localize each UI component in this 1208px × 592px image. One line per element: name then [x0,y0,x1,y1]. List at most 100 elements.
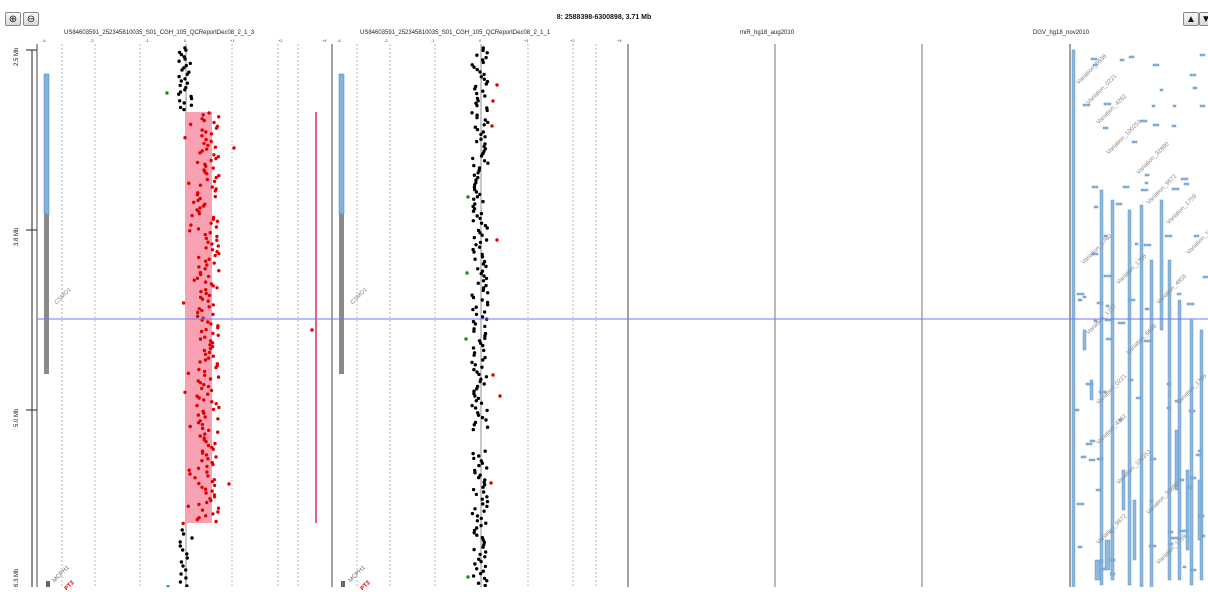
dgv-variation-bar[interactable] [1201,534,1206,538]
dgv-variation-bar[interactable] [1174,429,1179,491]
dgv-variation-bar[interactable] [1134,242,1139,246]
dgv-variation-bar[interactable] [1183,182,1190,186]
dgv-variation-bar[interactable] [1149,259,1154,587]
dgv-variation-bar[interactable] [1105,337,1113,341]
dgv-variation-bar[interactable] [1076,502,1085,506]
dgv-variation-bar[interactable] [1140,188,1149,192]
dgv-variation-bar[interactable] [1178,478,1185,482]
dgv-variation-bar[interactable] [1152,123,1160,127]
dgv-variation-bar[interactable] [1095,488,1102,492]
dgv-variation-bar[interactable] [1092,63,1098,67]
zoom-out-button[interactable]: ⊖ [23,12,39,26]
dgv-variation-bar[interactable] [1109,530,1114,534]
dgv-variation-bar[interactable] [1098,390,1107,394]
dgv-variation-bar[interactable] [1176,292,1182,296]
dgv-variation-bar[interactable] [1118,418,1123,422]
dgv-variation-bar[interactable] [1164,234,1173,238]
dgv-variation-bar[interactable] [1127,298,1136,302]
dgv-variation-bar[interactable] [1117,321,1126,325]
dgv-variation-bar[interactable] [1167,259,1172,581]
dgv-variation-bar[interactable] [1197,479,1202,541]
dgv-variation-bar[interactable] [1122,185,1130,189]
dgv-variation-bar[interactable] [1174,399,1182,403]
dgv-variation-bar[interactable] [1093,319,1098,323]
dgv-variation-bar[interactable] [1076,292,1085,296]
dgv-variation-bar[interactable] [1128,55,1135,59]
zoom-in-button[interactable]: ⊕ [5,12,21,26]
dgv-variation-bar[interactable] [1103,102,1112,106]
dgv-variation-bar[interactable] [1135,396,1142,400]
dgv-variation-bar[interactable] [1103,274,1112,278]
dgv-variation-bar[interactable] [1102,126,1109,130]
dgv-variation-bar[interactable] [1199,53,1206,57]
dgv-variation-bar[interactable] [1143,243,1152,247]
dgv-variation-bar[interactable] [1172,104,1177,108]
dgv-variation-bar[interactable] [1190,568,1197,572]
dgv-variation-bar[interactable] [1089,379,1094,401]
dgv-variation-bar[interactable] [1089,439,1096,443]
dgv-variation-bar[interactable] [1105,304,1110,308]
dgv-variation-bar[interactable] [1103,234,1108,238]
dgv-variation-bar[interactable] [1093,205,1099,209]
dgv-variation-bar[interactable] [1166,382,1172,386]
dgv-variation-bar[interactable] [1202,275,1208,279]
dgv-variation-bar[interactable] [1189,73,1197,77]
dgv-variation-bar[interactable] [1187,485,1193,489]
dgv-variation-bar[interactable] [1074,408,1080,412]
dgv-variation-bar[interactable] [1077,298,1083,302]
dgv-variation-bar[interactable] [1128,378,1134,382]
dgv-variation-bar[interactable] [1171,124,1177,128]
dgv-variation-bar[interactable] [1182,565,1187,569]
dgv-variation-bar[interactable] [1197,449,1202,453]
scroll-up-button[interactable]: ▲ [1183,12,1199,26]
dgv-variation-bar[interactable] [1080,455,1087,459]
dgv-variation-bar[interactable] [1195,453,1202,457]
dgv-variation-bar[interactable] [1127,209,1132,586]
dgv-variation-bar[interactable] [1152,63,1160,67]
scroll-down-button[interactable]: ▼ [1199,12,1208,26]
dgv-variation-bar[interactable] [1082,103,1091,107]
dgv-variation-bar[interactable] [1144,181,1149,185]
dgv-variation-bar[interactable] [1193,234,1200,238]
dgv-variation-bar[interactable] [1189,319,1194,586]
dgv-variation-bar[interactable] [1101,567,1107,571]
dgv-variation-bar[interactable] [1149,457,1157,461]
dgv-variation-bar[interactable] [1121,469,1126,511]
dgv-variation-bar[interactable] [1143,339,1152,343]
dgv-variation-bar[interactable] [1090,57,1098,61]
dgv-variation-bar[interactable] [1169,542,1174,546]
dgv-variation-bar[interactable] [1099,189,1104,586]
dgv-variation-bar[interactable] [1096,457,1104,461]
dgv-variation-bar[interactable] [1198,514,1205,518]
dgv-variation-bar[interactable] [1185,469,1190,551]
dgv-variation-bar[interactable] [1151,104,1156,108]
dgv-variation-bar[interactable] [1189,476,1197,480]
dgv-variation-bar[interactable] [1088,458,1096,462]
dgv-variation-bar[interactable] [1115,202,1123,206]
dgv-variation-bar[interactable] [1109,558,1116,562]
dgv-variation-bar[interactable] [1166,406,1171,410]
dgv-variation-bar[interactable] [1171,187,1180,191]
dgv-variation-bar[interactable] [1180,177,1189,181]
dgv-variation-bar[interactable] [1098,559,1104,563]
dgv-variation-bar[interactable] [1199,104,1206,108]
dgv-variation-bar[interactable] [1085,442,1093,446]
dgv-variation-bar[interactable] [1119,58,1125,62]
dgv-variation-bar[interactable] [1096,301,1104,305]
dgv-variation-bar[interactable] [1167,530,1174,534]
dgv-variation-bar[interactable] [1091,252,1099,256]
dgv-variation-bar[interactable] [1132,499,1137,561]
dgv-variation-bar[interactable] [1144,173,1150,177]
dgv-variation-bar[interactable] [1094,559,1101,581]
dgv-variation-bar[interactable] [1139,119,1148,123]
dgv-variation-bar[interactable] [1149,499,1154,503]
dgv-variation-bar[interactable] [1144,307,1150,311]
dgv-variation-bar[interactable] [1082,329,1087,351]
dgv-variation-bar[interactable] [1077,545,1083,549]
dgv-variation-bar[interactable] [1179,529,1188,533]
dgv-variation-bar[interactable] [1104,539,1111,571]
dgv-variation-bar[interactable] [1170,536,1179,540]
dgv-variation-bar[interactable] [1188,409,1196,413]
dgv-variation-bar[interactable] [1091,185,1099,189]
